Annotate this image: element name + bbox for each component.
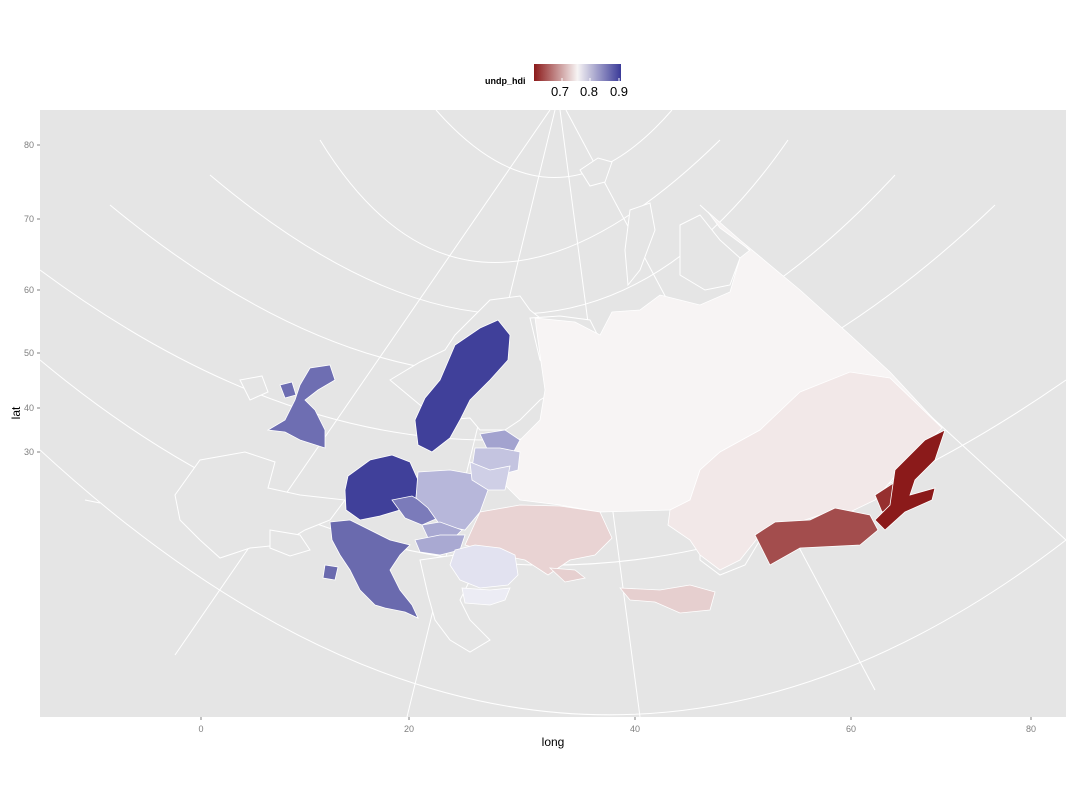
x-tick-20: 20	[404, 724, 414, 734]
y-tick-60: 60	[24, 285, 34, 295]
region-kazakhstan	[667, 371, 943, 571]
x-axis: 0 20 40 60 80 long	[198, 717, 1036, 749]
region-sweden	[414, 319, 511, 453]
legend: undp_hdi 0.7 0.8 0.9	[485, 64, 628, 99]
legend-title: undp_hdi	[485, 76, 526, 86]
y-tick-40: 40	[24, 403, 34, 413]
x-tick-60: 60	[846, 724, 856, 734]
region-tajikistan	[874, 429, 946, 531]
regions	[266, 211, 946, 619]
region-poland	[415, 469, 489, 531]
legend-colorbar	[534, 64, 621, 81]
region-bulgaria	[461, 587, 511, 606]
y-axis: 80 70 60 50 40 30 lat	[9, 140, 40, 457]
x-tick-0: 0	[198, 724, 203, 734]
x-axis-title: long	[542, 735, 565, 749]
region-uzbekistan	[754, 507, 879, 566]
y-tick-80: 80	[24, 140, 34, 150]
region-crimea	[548, 567, 586, 583]
x-tick-40: 40	[630, 724, 640, 734]
map-layer	[40, 110, 1066, 717]
region-caucasus	[619, 584, 716, 614]
legend-tick-1: 0.8	[580, 84, 598, 99]
region-ukraine	[464, 504, 613, 576]
legend-tick-0: 0.7	[551, 84, 569, 99]
region-romania	[449, 544, 519, 589]
x-tick-80: 80	[1026, 724, 1036, 734]
y-tick-50: 50	[24, 348, 34, 358]
region-uk-north	[279, 381, 297, 399]
region-belarus	[469, 461, 511, 491]
y-tick-70: 70	[24, 214, 34, 224]
region-uk	[266, 364, 336, 449]
legend-tick-2: 0.9	[610, 84, 628, 99]
region-sicily	[322, 564, 339, 581]
y-tick-30: 30	[24, 447, 34, 457]
y-axis-title: lat	[9, 406, 23, 419]
region-italy	[329, 519, 419, 619]
